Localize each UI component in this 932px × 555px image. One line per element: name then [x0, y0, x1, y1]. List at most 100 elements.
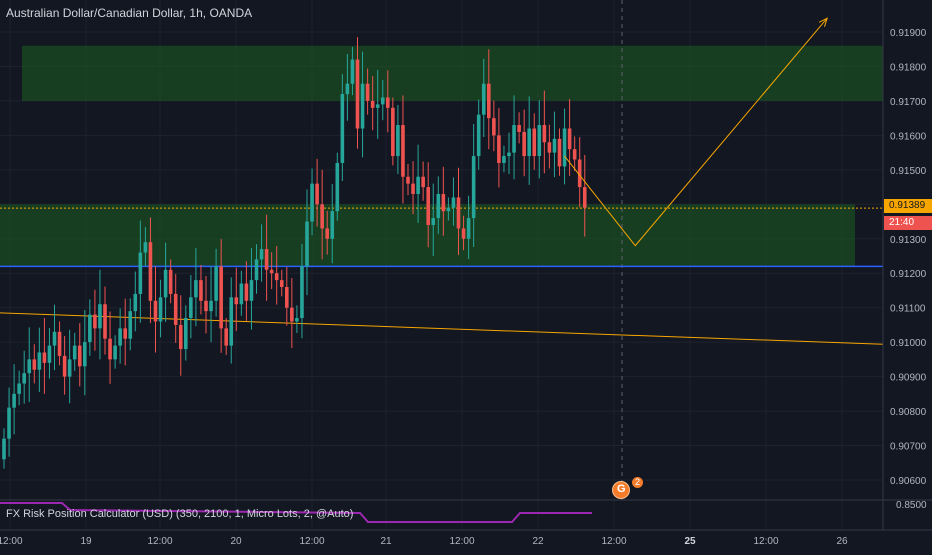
- candle: [52, 304, 57, 371]
- candle: [128, 298, 133, 351]
- candle-body: [98, 304, 102, 329]
- candle: [259, 224, 264, 282]
- event-g-icon: G: [617, 483, 626, 495]
- candle-body: [446, 207, 451, 212]
- candle-body: [83, 342, 87, 367]
- candle: [269, 252, 274, 290]
- candle-body: [123, 328, 127, 339]
- candle-body: [279, 280, 284, 288]
- candle-body: [259, 249, 264, 260]
- candle: [264, 214, 269, 301]
- candle: [178, 295, 183, 376]
- candle: [421, 161, 425, 201]
- candle: [7, 387, 11, 457]
- candle-body: [47, 345, 52, 363]
- candle: [340, 74, 345, 181]
- candle: [62, 335, 67, 395]
- x-tick-label: 12:00: [449, 536, 474, 547]
- candle: [72, 332, 77, 371]
- current-price-tag: 0.91389: [884, 199, 932, 213]
- candle-body: [244, 283, 249, 301]
- candle-body: [214, 266, 218, 301]
- candle: [431, 183, 436, 256]
- indicator-line: [0, 502, 592, 523]
- candle-body: [481, 83, 486, 115]
- candle: [350, 46, 355, 96]
- candle: [552, 111, 557, 178]
- candle-body: [108, 338, 112, 360]
- candle-body: [421, 176, 425, 188]
- y-tick-label: 0.91300: [890, 235, 927, 246]
- candle: [436, 176, 441, 234]
- candle: [325, 210, 329, 255]
- candle: [219, 239, 223, 353]
- candle-body: [254, 259, 259, 281]
- candle-body: [365, 83, 370, 101]
- candle-body: [2, 438, 6, 460]
- candle-body: [234, 297, 239, 305]
- y-tick-label: 0.91000: [890, 338, 927, 349]
- candle-body: [497, 135, 501, 163]
- candle-body: [436, 193, 441, 219]
- economic-event-badge[interactable]: G 2: [612, 477, 644, 499]
- candle-body: [582, 187, 587, 208]
- candle: [512, 95, 516, 180]
- candle-body: [285, 287, 289, 308]
- candle: [244, 261, 249, 321]
- x-tick-label: 22: [532, 536, 544, 547]
- candle: [577, 137, 582, 208]
- candle: [507, 132, 511, 175]
- candle: [224, 318, 228, 355]
- candle-body: [552, 138, 557, 153]
- candle-body: [12, 393, 16, 408]
- indicator-legend[interactable]: FX Risk Position Calculator (USD) (350, …: [6, 508, 354, 520]
- candle: [214, 248, 218, 317]
- candle: [370, 76, 375, 131]
- candle: [17, 370, 21, 406]
- candle-body: [163, 269, 168, 298]
- candle: [118, 308, 122, 364]
- candle-body: [168, 269, 173, 294]
- candle-body: [249, 280, 254, 301]
- candle-body: [325, 228, 329, 239]
- candle-body: [401, 125, 405, 177]
- x-tick-label: 12:00: [147, 536, 172, 547]
- candle: [194, 248, 198, 327]
- candle: [32, 344, 37, 384]
- candle: [527, 96, 531, 185]
- candle-body: [537, 125, 542, 157]
- event-count: 2: [632, 477, 644, 488]
- candle: [148, 217, 153, 324]
- y-tick-label: 0.91700: [890, 97, 927, 108]
- candle-body: [557, 138, 562, 167]
- candle-body: [441, 193, 446, 212]
- candle-body: [431, 218, 436, 225]
- candle: [2, 428, 6, 469]
- candle-body: [487, 83, 491, 119]
- candle: [67, 329, 72, 404]
- candle: [416, 144, 420, 223]
- zone-upper: [22, 45, 883, 101]
- candle-body: [476, 114, 481, 157]
- candle-body: [305, 221, 309, 267]
- candle: [547, 124, 552, 169]
- candle-body: [37, 352, 42, 370]
- candle: [42, 318, 47, 394]
- y-tick-label: 0.91100: [890, 304, 926, 315]
- x-tick-label: 20: [230, 536, 242, 547]
- candle-body: [396, 125, 400, 157]
- candle-body: [512, 125, 516, 153]
- candle: [487, 49, 491, 150]
- candle-body: [189, 297, 193, 319]
- candle: [471, 124, 476, 247]
- candle-body: [517, 125, 521, 132]
- x-tick-label: 26: [836, 536, 848, 547]
- candle-body: [456, 197, 461, 229]
- candle: [305, 189, 309, 296]
- projection-path: [564, 17, 828, 247]
- candle: [380, 79, 385, 121]
- candle: [103, 286, 107, 355]
- candle-body: [57, 331, 62, 356]
